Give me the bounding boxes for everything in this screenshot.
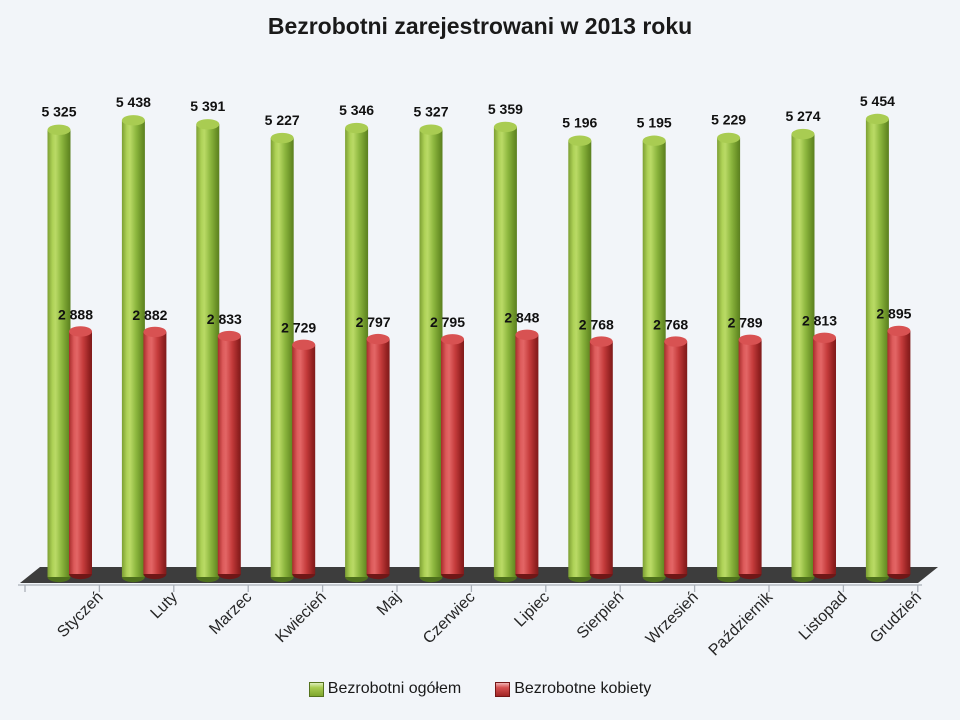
value-label-women: 2 797	[356, 314, 391, 330]
bar-total-body	[47, 129, 71, 578]
legend-swatch-total	[308, 681, 324, 697]
bar-women-top	[664, 336, 688, 347]
value-label-women: 2 768	[579, 316, 614, 332]
x-axis-label: Marzec	[206, 589, 255, 638]
bar-women-body	[441, 339, 464, 574]
value-label-total: 5 229	[711, 112, 746, 128]
bar-women-top	[813, 332, 836, 343]
value-label-total: 5 325	[41, 104, 76, 120]
legend-label-women: Bezrobotne kobiety	[514, 680, 652, 697]
x-axis-label: Lipiec	[511, 589, 553, 631]
bar-total-top	[47, 124, 71, 136]
value-label-women: 2 795	[430, 314, 465, 330]
bar-total-top	[419, 124, 443, 135]
x-axis-label: Kwiecień	[272, 589, 329, 646]
value-label-total: 5 391	[190, 98, 225, 114]
value-label-women: 2 729	[281, 320, 316, 336]
bar-women-top	[292, 339, 316, 351]
bar-women-top	[143, 326, 167, 338]
value-label-total: 5 327	[413, 103, 448, 119]
x-axis-label: Grudzień	[867, 589, 925, 647]
bar-total-top	[568, 135, 592, 146]
bar-women-top	[69, 326, 92, 337]
legend-swatch-women	[495, 681, 511, 697]
bar-total-body	[419, 129, 443, 577]
bar-total-body	[345, 128, 369, 577]
value-label-total: 5 438	[116, 94, 151, 110]
value-label-total: 5 196	[562, 114, 597, 130]
x-axis-label: Styczeń	[54, 589, 106, 641]
x-axis-label: Luty	[148, 589, 181, 622]
value-label-women: 2 768	[653, 316, 688, 332]
bar-total-body	[493, 126, 517, 577]
bar-women-body	[887, 330, 911, 574]
bar-total-body	[568, 140, 592, 577]
value-label-total: 5 195	[637, 115, 672, 131]
value-label-women: 2 895	[876, 306, 911, 322]
chart-floor	[20, 567, 938, 583]
bar-total-top	[493, 121, 517, 133]
value-label-women: 2 888	[58, 306, 93, 322]
bar-women-top	[515, 329, 539, 341]
value-label-women: 2 848	[504, 310, 539, 326]
bar-women-top	[589, 336, 613, 347]
bar-women-body	[515, 334, 539, 574]
bar-women-body	[217, 336, 241, 574]
bar-women-top	[738, 334, 762, 345]
bar-women-top	[217, 330, 241, 342]
value-label-women: 2 813	[802, 313, 837, 329]
bar-women-top	[887, 325, 911, 337]
chart-title: Bezrobotni zarejestrowani w 2013 roku	[267, 13, 693, 39]
bar-total-top	[717, 132, 741, 144]
bar-total-body	[717, 137, 741, 577]
legend: Bezrobotni ogółem Bezrobotne kobiety	[0, 680, 960, 698]
bar-women-body	[664, 341, 688, 574]
bar-total-top	[270, 132, 294, 144]
bar-women-top	[441, 334, 464, 345]
bar-total-top	[121, 115, 145, 126]
bar-total-body	[121, 120, 145, 577]
bar-women-body	[738, 339, 762, 574]
x-axis-label: Maj	[374, 589, 404, 619]
bar-total-body	[196, 124, 220, 577]
x-axis-label: Październik	[706, 588, 777, 659]
value-label-women: 2 789	[728, 315, 763, 331]
bar-women-body	[366, 339, 390, 574]
bar-total-top	[196, 119, 220, 130]
bar-total-top	[865, 113, 889, 125]
bar-women-body	[589, 341, 613, 574]
x-axis-label: Czerwiec	[420, 589, 479, 648]
bar-women-body	[143, 331, 167, 574]
bar-women-body	[69, 331, 92, 574]
x-axis-label: Listopad	[796, 589, 851, 644]
bar-women-body	[813, 337, 836, 574]
value-label-women: 2 833	[207, 311, 242, 327]
value-label-total: 5 346	[339, 102, 374, 118]
x-axis-label: Sierpień	[574, 589, 628, 643]
bar-total-body	[791, 134, 815, 577]
bar-total-body	[642, 140, 666, 577]
value-label-women: 2 882	[132, 307, 167, 323]
plot-area: Styczeń Luty Marzec Kwiecień Maj Czerwiec Lipi…	[18, 93, 938, 659]
bar-total-top	[791, 128, 815, 140]
value-label-total: 5 454	[860, 93, 895, 109]
value-label-total: 5 359	[488, 101, 523, 117]
x-axis-label: Wrzesień	[643, 589, 702, 648]
value-label-total: 5 274	[785, 108, 820, 124]
bar-total-top	[345, 122, 369, 134]
bar-total-body	[270, 138, 294, 578]
bar-total-top	[642, 135, 666, 146]
legend-label-total: Bezrobotni ogółem	[327, 680, 462, 697]
value-label-total: 5 227	[265, 112, 300, 128]
bar-women-body	[292, 344, 316, 574]
bar-women-top	[366, 333, 390, 345]
legend-item-total: Bezrobotni ogółem	[308, 680, 462, 698]
bar-total-body	[865, 119, 889, 577]
legend-item-women: Bezrobotne kobiety	[495, 680, 651, 698]
